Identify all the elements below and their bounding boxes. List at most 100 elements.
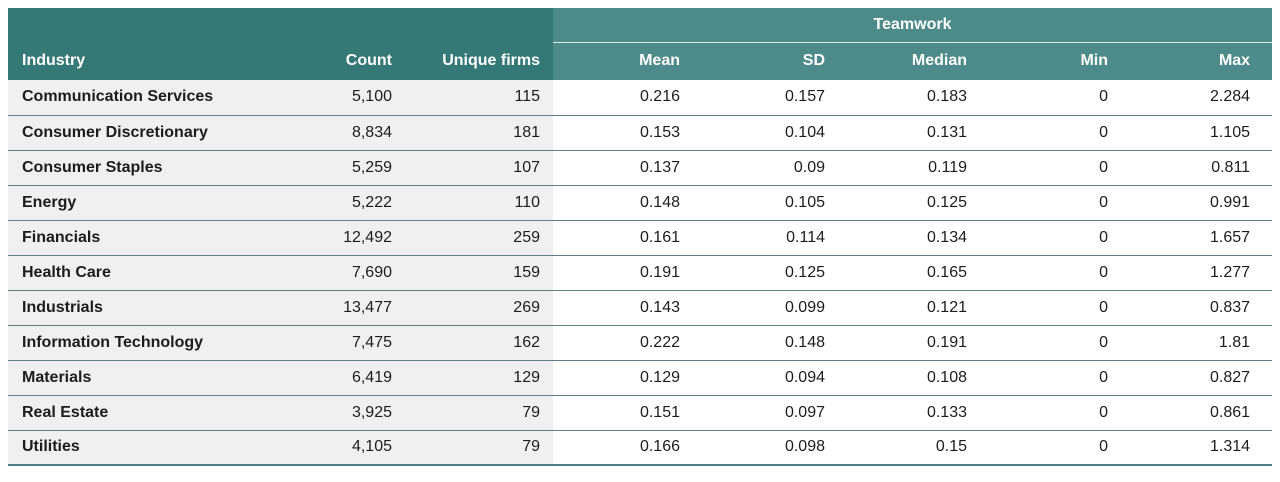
cell-sd: 0.125 <box>695 255 840 291</box>
cell-max: 0.827 <box>1123 360 1273 396</box>
cell-max: 2.284 <box>1123 80 1273 116</box>
cell-median: 0.119 <box>840 150 982 186</box>
cell-min: 0 <box>982 430 1123 466</box>
cell-mean: 0.153 <box>553 115 695 151</box>
cell-unique-firms: 79 <box>400 430 553 466</box>
cell-mean: 0.166 <box>553 430 695 466</box>
group-header-row: Teamwork <box>8 8 1273 43</box>
cell-min: 0 <box>982 395 1123 431</box>
cell-unique-firms: 110 <box>400 185 553 221</box>
cell-mean: 0.151 <box>553 395 695 431</box>
cell-mean: 0.191 <box>553 255 695 291</box>
cell-max: 1.657 <box>1123 220 1273 256</box>
table-row: Financials 12,492 259 0.161 0.114 0.134 0 1.657 <box>8 220 1273 256</box>
cell-median: 0.15 <box>840 430 982 466</box>
cell-unique-firms: 159 <box>400 255 553 291</box>
cell-sd: 0.114 <box>695 220 840 256</box>
cell-max: 0.991 <box>1123 185 1273 221</box>
cell-max: 0.811 <box>1123 150 1273 186</box>
cell-median: 0.125 <box>840 185 982 221</box>
cell-count: 7,475 <box>300 325 400 361</box>
cell-mean: 0.161 <box>553 220 695 256</box>
cell-median: 0.133 <box>840 395 982 431</box>
cell-unique-firms: 162 <box>400 325 553 361</box>
table-row: Information Technology 7,475 162 0.222 0.148… <box>8 325 1273 361</box>
cell-unique-firms: 107 <box>400 150 553 186</box>
cell-sd: 0.098 <box>695 430 840 466</box>
cell-industry: Utilities <box>8 430 300 466</box>
cell-industry: Real Estate <box>8 395 300 431</box>
cell-min: 0 <box>982 115 1123 151</box>
column-header-median: Median <box>840 42 982 80</box>
table-row: Energy 5,222 110 0.148 0.105 0.125 0 0.991 <box>8 185 1273 221</box>
cell-unique-firms: 181 <box>400 115 553 151</box>
cell-count: 4,105 <box>300 430 400 466</box>
cell-sd: 0.105 <box>695 185 840 221</box>
cell-count: 5,100 <box>300 80 400 116</box>
column-header-count: Count <box>300 42 400 80</box>
cell-min: 0 <box>982 290 1123 326</box>
cell-median: 0.134 <box>840 220 982 256</box>
cell-count: 6,419 <box>300 360 400 396</box>
cell-median: 0.183 <box>840 80 982 116</box>
cell-count: 5,222 <box>300 185 400 221</box>
cell-unique-firms: 259 <box>400 220 553 256</box>
cell-max: 1.277 <box>1123 255 1273 291</box>
column-header-row: Industry Count Unique firms Mean SD Medi… <box>8 42 1273 80</box>
table-row: Industrials 13,477 269 0.143 0.099 0.121 0 0.83… <box>8 290 1273 326</box>
table-row: Communication Services 5,100 115 0.216 0.157… <box>8 80 1273 116</box>
cell-median: 0.121 <box>840 290 982 326</box>
cell-sd: 0.148 <box>695 325 840 361</box>
table-row: Utilities 4,105 79 0.166 0.098 0.15 0 1.314 <box>8 430 1273 466</box>
cell-industry: Financials <box>8 220 300 256</box>
cell-industry: Health Care <box>8 255 300 291</box>
cell-min: 0 <box>982 80 1123 116</box>
cell-mean: 0.216 <box>553 80 695 116</box>
table-row: Materials 6,419 129 0.129 0.094 0.108 0 0.827 <box>8 360 1273 396</box>
cell-max: 0.861 <box>1123 395 1273 431</box>
cell-min: 0 <box>982 220 1123 256</box>
cell-median: 0.131 <box>840 115 982 151</box>
column-header-industry: Industry <box>8 42 300 80</box>
cell-max: 1.105 <box>1123 115 1273 151</box>
cell-sd: 0.099 <box>695 290 840 326</box>
cell-median: 0.108 <box>840 360 982 396</box>
table-row: Consumer Staples 5,259 107 0.137 0.09 0.119 0 0… <box>8 150 1273 186</box>
industry-teamwork-table: Teamwork Industry Count Unique firms Mea… <box>8 8 1273 466</box>
table-row: Real Estate 3,925 79 0.151 0.097 0.133 0 0.861 <box>8 395 1273 431</box>
cell-count: 5,259 <box>300 150 400 186</box>
cell-min: 0 <box>982 360 1123 396</box>
table-header: Teamwork Industry Count Unique firms Mea… <box>8 8 1273 80</box>
cell-count: 7,690 <box>300 255 400 291</box>
cell-sd: 0.104 <box>695 115 840 151</box>
table-row: Health Care 7,690 159 0.191 0.125 0.165 0 1.277 <box>8 255 1273 291</box>
table-body: Communication Services 5,100 115 0.216 0.157… <box>8 80 1273 466</box>
column-header-mean: Mean <box>553 42 695 80</box>
cell-industry: Materials <box>8 360 300 396</box>
cell-industry: Energy <box>8 185 300 221</box>
cell-mean: 0.143 <box>553 290 695 326</box>
teamwork-group-header: Teamwork <box>553 8 1273 43</box>
cell-median: 0.165 <box>840 255 982 291</box>
column-header-sd: SD <box>695 42 840 80</box>
cell-min: 0 <box>982 185 1123 221</box>
cell-sd: 0.157 <box>695 80 840 116</box>
cell-industry: Communication Services <box>8 80 300 116</box>
cell-min: 0 <box>982 150 1123 186</box>
cell-mean: 0.129 <box>553 360 695 396</box>
cell-mean: 0.137 <box>553 150 695 186</box>
cell-mean: 0.222 <box>553 325 695 361</box>
table-row: Consumer Discretionary 8,834 181 0.153 0.104… <box>8 115 1273 151</box>
column-header-max: Max <box>1123 42 1273 80</box>
cell-industry: Information Technology <box>8 325 300 361</box>
cell-unique-firms: 115 <box>400 80 553 116</box>
cell-min: 0 <box>982 325 1123 361</box>
cell-mean: 0.148 <box>553 185 695 221</box>
cell-unique-firms: 269 <box>400 290 553 326</box>
cell-min: 0 <box>982 255 1123 291</box>
column-header-min: Min <box>982 42 1123 80</box>
group-header-spacer <box>8 8 553 42</box>
cell-median: 0.191 <box>840 325 982 361</box>
cell-count: 12,492 <box>300 220 400 256</box>
cell-count: 13,477 <box>300 290 400 326</box>
